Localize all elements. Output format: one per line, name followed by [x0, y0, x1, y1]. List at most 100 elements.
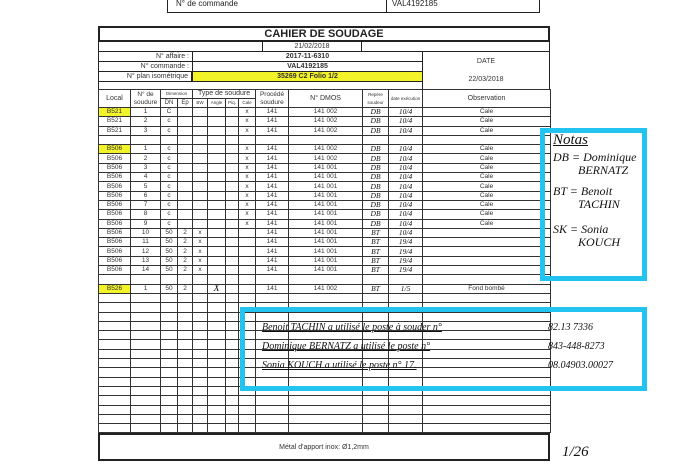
cell-angle [207, 181, 227, 192]
poste-highlight-box [240, 307, 647, 391]
cell-num [130, 413, 161, 425]
cell-cale [238, 255, 257, 267]
cell-dn: 50 [160, 227, 178, 239]
cell-dn: 50 [160, 246, 178, 257]
cell-date: 10/4 [388, 181, 424, 192]
cell-local: B521 [98, 125, 131, 136]
cell-local: B506 [98, 237, 131, 248]
cell-bw [192, 367, 209, 378]
cell-num: 8 [130, 209, 161, 220]
col-angle: Angle [207, 98, 227, 108]
cell-ep [176, 339, 194, 350]
cell-cale: x [238, 190, 257, 201]
table-row: B506 7 c x 141 141 001 DB 10/4 Cale [98, 199, 552, 211]
cell-bw [192, 330, 209, 341]
cell-piq [225, 209, 240, 220]
cell-local [98, 320, 131, 332]
table-row: B526 1 50 2 X 141 141 002 BT 1/5 Fond bombé [98, 283, 552, 294]
cell-angle [207, 395, 227, 406]
cell-piq [225, 106, 240, 118]
table-row: B506 4 c x 141 141 001 DB 10/4 Cale [98, 172, 552, 183]
cell-cale: x [238, 209, 257, 220]
cell-angle [207, 153, 227, 164]
cell-cale: x [238, 106, 257, 118]
cell-piq [225, 367, 240, 378]
cell-bw [192, 320, 209, 332]
cell-dn: 50 [160, 255, 178, 267]
cell-obs: Cale [422, 199, 552, 211]
cell-bw [192, 385, 209, 397]
table-row: B506 14 50 2 x 141 141 001 BT 19/4 [98, 265, 552, 276]
cell-angle [207, 125, 227, 136]
cell-piq [225, 292, 240, 304]
cell-angle [207, 209, 227, 220]
cell-dmos [288, 134, 364, 146]
cell-date [388, 134, 424, 146]
cell-dn [160, 404, 178, 415]
cell-local [98, 292, 131, 304]
cell-date: 1/5 [388, 283, 424, 294]
cell-ep [176, 190, 194, 201]
cell-obs: Cale [422, 106, 552, 118]
cell-cale [238, 265, 257, 276]
empty-row [98, 395, 552, 406]
cell-dn [160, 320, 178, 332]
table-row: B506 10 50 2 x 141 141 001 BT 10/4 [98, 227, 552, 239]
cell-rep: BT [362, 246, 390, 257]
col-dimension: Dimension [159, 89, 194, 99]
cell-local [98, 404, 131, 415]
date-box: DATE 22/03/2018 [422, 51, 550, 90]
cell-local [98, 274, 131, 285]
cell-proc: 141 [255, 125, 290, 136]
cell-bw [192, 302, 209, 313]
cell-angle [207, 385, 227, 397]
cell-angle [207, 330, 227, 341]
cell-local [98, 367, 131, 378]
cell-dn: c [160, 153, 178, 164]
cell-dmos: 141 001 [288, 181, 364, 192]
cell-angle [207, 172, 227, 183]
cell-dn [160, 339, 178, 350]
date-value: 22/03/2018 [468, 75, 504, 83]
cell-dmos: 141 002 [288, 116, 364, 127]
cell-num [130, 320, 161, 332]
empty-row [98, 385, 552, 397]
cell-piq [225, 283, 240, 294]
cell-piq [225, 153, 240, 164]
cell-piq [225, 395, 240, 406]
poste-note: Dominique BERNATZ a utilisé le poste n° 8… [262, 341, 605, 352]
cell-local [98, 357, 131, 369]
cell-proc [255, 134, 290, 146]
cell-ep [176, 311, 194, 322]
cell-rep: DB [362, 144, 390, 155]
cell-obs [422, 423, 552, 434]
cell-ep [176, 144, 194, 155]
cell-rep [362, 292, 390, 304]
cell-proc [255, 413, 290, 425]
cell-dn: c [160, 218, 178, 229]
cell-dn: c [160, 144, 178, 155]
cell-bw [192, 144, 209, 155]
cell-bw [192, 181, 209, 192]
cell-obs [422, 237, 552, 248]
cell-obs [422, 134, 552, 146]
cell-num [130, 348, 161, 360]
cell-piq [225, 116, 240, 127]
cell-num [130, 274, 161, 285]
cell-ep: 2 [176, 227, 194, 239]
cell-cale [238, 246, 257, 257]
cell-bw: x [192, 237, 209, 248]
col-procede: Procédé soudure [255, 89, 290, 108]
cell-bw [192, 125, 209, 136]
cell-bw [192, 209, 209, 220]
cell-cale: x [238, 144, 257, 155]
cell-date: 10/4 [388, 106, 424, 118]
cell-bw [192, 348, 209, 360]
cell-proc [255, 274, 290, 285]
cell-obs [422, 255, 552, 267]
cell-date [388, 274, 424, 285]
cell-cale: x [238, 199, 257, 211]
cell-piq [225, 125, 240, 136]
cell-local [98, 311, 131, 322]
